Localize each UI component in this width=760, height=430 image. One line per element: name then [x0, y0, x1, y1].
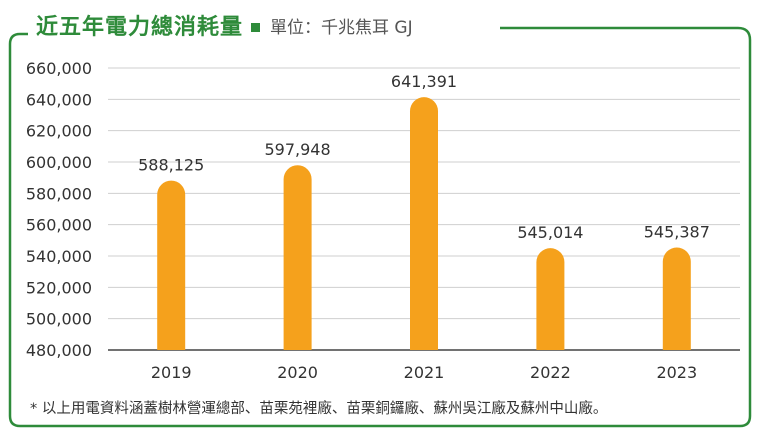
x-tick-label: 2019 [151, 363, 192, 382]
y-tick-label: 620,000 [26, 122, 92, 141]
bar-value-label: 545,387 [644, 223, 710, 242]
bar [283, 165, 312, 350]
y-tick-label: 560,000 [26, 216, 92, 235]
bar [157, 180, 186, 350]
bar [536, 248, 565, 350]
y-tick-label: 500,000 [26, 310, 92, 329]
bar [662, 247, 691, 350]
x-tick-label: 2020 [277, 363, 318, 382]
title-square-icon [251, 22, 261, 32]
chart-title: 近五年電力總消耗量 [36, 15, 244, 40]
footnote: * 以上用電資料涵蓋樹林營運總部、苗栗苑裡廠、苗栗銅鑼廠、蘇州吳江廠及蘇州中山廠… [30, 401, 608, 417]
bar-value-label: 597,948 [265, 140, 331, 159]
bar-value-label: 641,391 [391, 72, 457, 91]
bar [410, 97, 438, 350]
y-tick-label: 520,000 [26, 278, 92, 297]
bar-value-label: 545,014 [517, 223, 583, 242]
chart-header: 近五年電力總消耗量 單位：千兆焦耳 GJ [36, 8, 419, 42]
y-tick-label: 540,000 [26, 247, 92, 266]
y-tick-label: 600,000 [26, 153, 92, 172]
bar-value-label: 588,125 [138, 156, 204, 175]
x-tick-label: 2023 [656, 363, 697, 382]
unit-label: 單位：千兆焦耳 GJ [270, 17, 413, 38]
x-tick-label: 2021 [404, 363, 445, 382]
y-tick-label: 580,000 [26, 184, 92, 203]
y-tick-label: 660,000 [26, 59, 92, 78]
x-tick-label: 2022 [530, 363, 571, 382]
y-tick-label: 480,000 [26, 341, 92, 360]
y-tick-label: 640,000 [26, 90, 92, 109]
